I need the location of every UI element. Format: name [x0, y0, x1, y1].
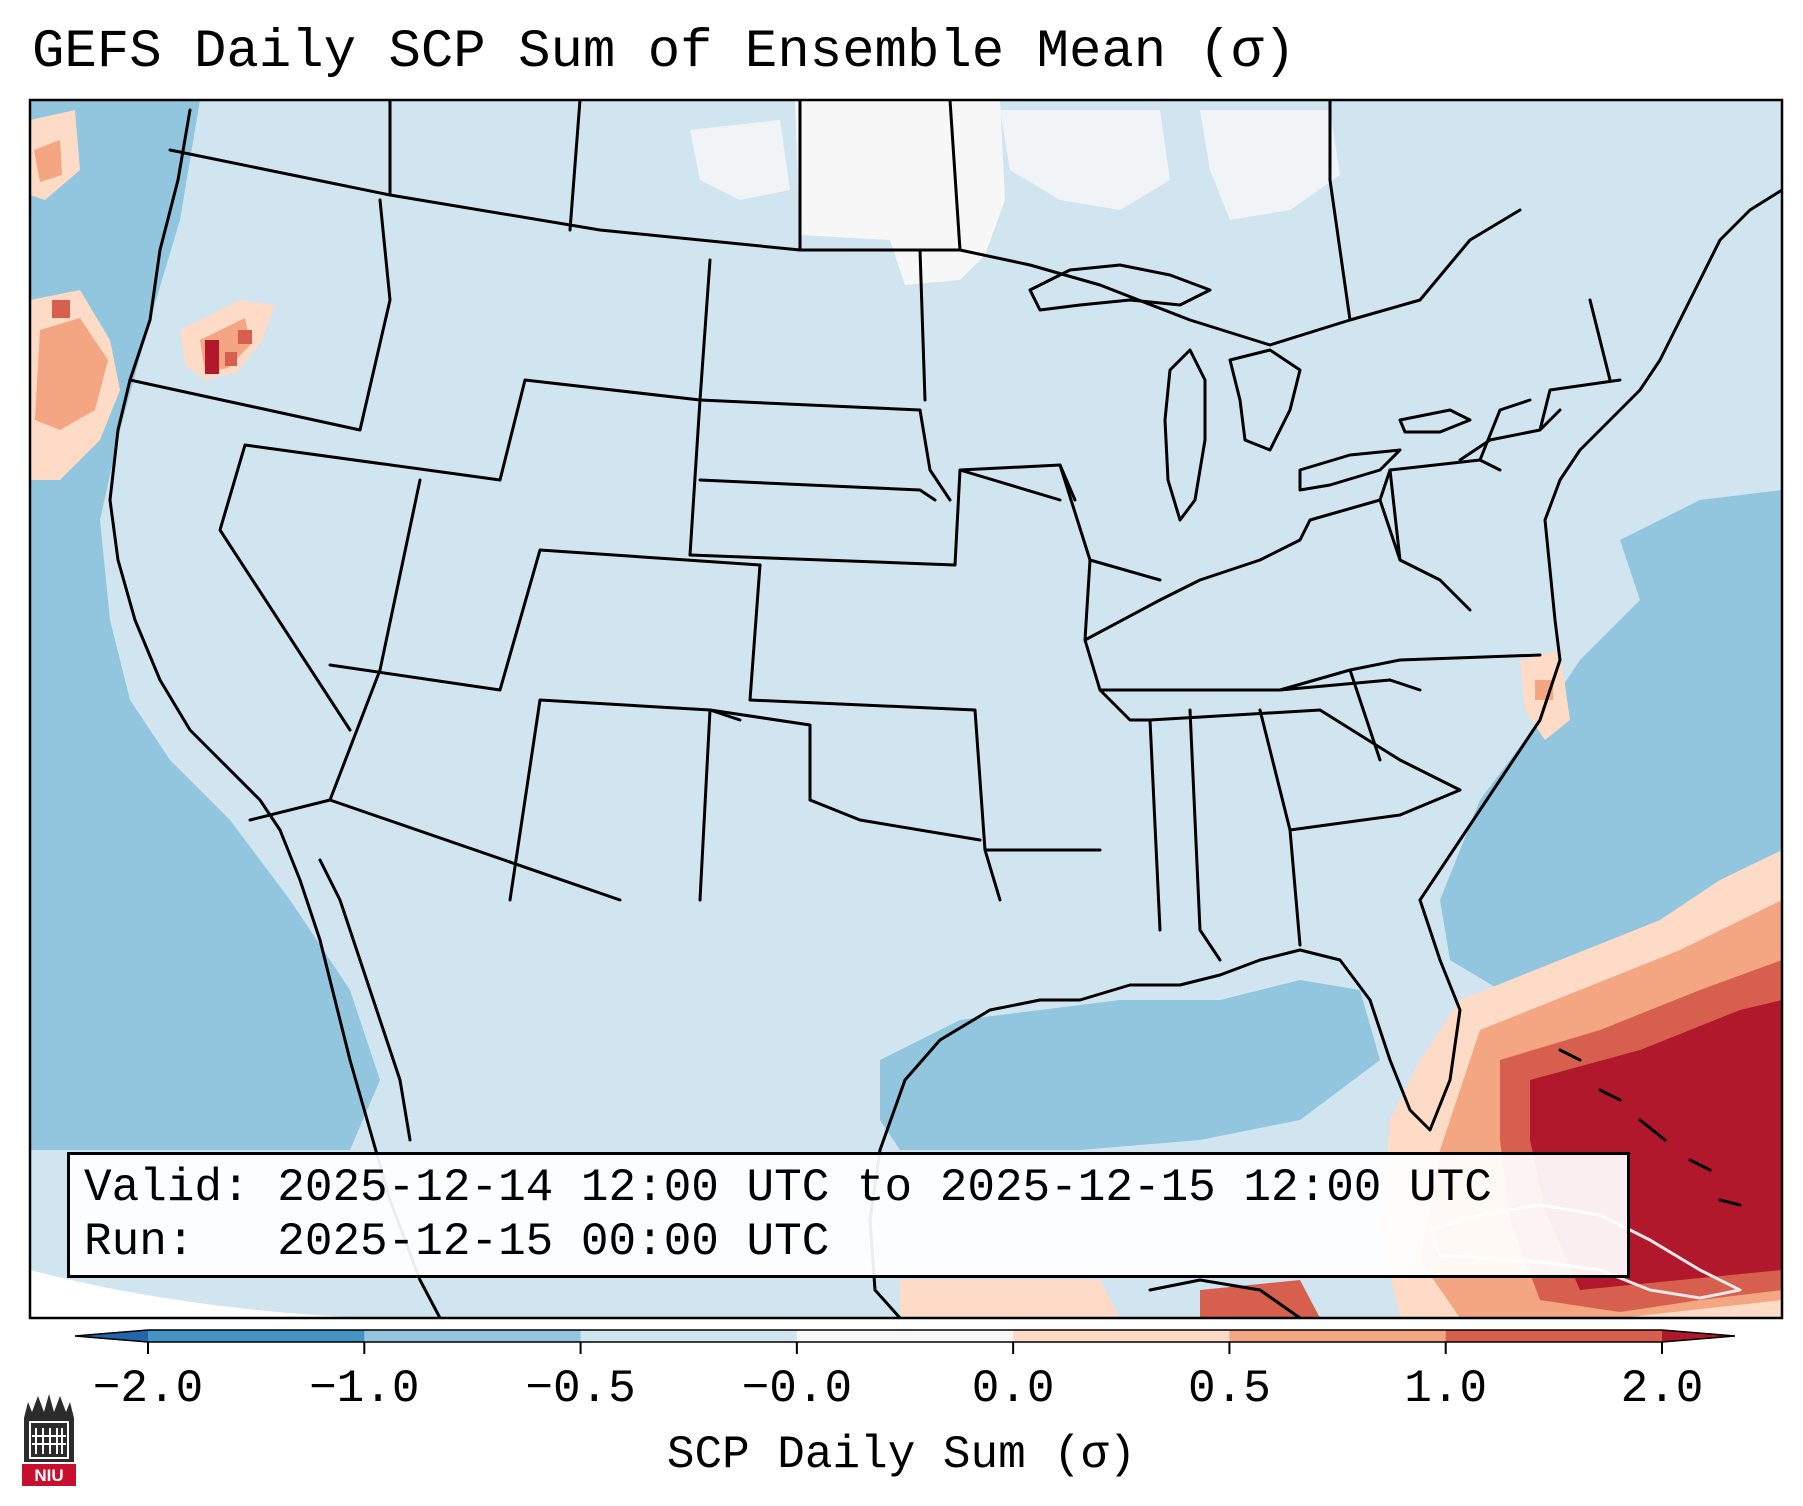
gulf-negative-anomaly	[880, 980, 1380, 1150]
atlantic-negative-anomaly	[1440, 540, 1782, 990]
lake-huron	[1228, 348, 1302, 452]
colorbar-tick-label: −2.0	[92, 1363, 204, 1415]
valid-time-line: Valid: 2025-12-14 12:00 UTC to 2025-12-1…	[84, 1162, 1492, 1214]
south-positive-strip	[900, 1280, 1120, 1318]
colorbar-tick-label: −1.0	[309, 1363, 420, 1415]
west-coast	[108, 108, 282, 832]
canada-neutral-speckle	[1200, 110, 1340, 220]
lake-erie	[1298, 448, 1402, 492]
colorbar-label: SCP Daily Sum (σ)	[666, 1429, 1137, 1481]
colorbar-bin	[1445, 1330, 1663, 1342]
niu-building-icon: NIU	[22, 1394, 76, 1486]
bahamas-islands	[1558, 1048, 1742, 1207]
pacific-positive-anomaly-core	[35, 318, 108, 430]
state-lines-central	[688, 248, 1102, 902]
valid-run-info-box: Valid: 2025-12-14 12:00 UTC to 2025-12-1…	[67, 1152, 1630, 1278]
map-title: GEFS Daily SCP Sum of Ensemble Mean (σ)	[32, 22, 1296, 83]
canada-west-neutral-speckle	[690, 120, 790, 200]
pacific-positive-cell	[52, 300, 70, 318]
lake-superior	[1028, 263, 1212, 312]
colorbar-tick-label: 0.5	[1188, 1363, 1271, 1415]
east-coast	[1418, 188, 1782, 902]
colorbar-tick-label: 0.0	[971, 1363, 1055, 1415]
colorbar-bin	[1013, 1330, 1230, 1342]
us-canada-border	[168, 148, 1522, 347]
niu-logo-text: NIU	[34, 1466, 63, 1485]
colorbar-tick-label: 2.0	[1620, 1363, 1704, 1415]
northwest-positive-core	[34, 140, 62, 182]
plot-frame	[28, 98, 1784, 1320]
colorbar-over-arrow	[1662, 1330, 1735, 1342]
colorbar-tick-label: −0.5	[525, 1363, 636, 1415]
south-positive-strip-core	[1200, 1280, 1320, 1318]
run-time-line: Run: 2025-12-15 00:00 UTC	[84, 1216, 830, 1268]
canada-lines	[388, 100, 1352, 322]
colorbar-bin	[364, 1330, 582, 1342]
colorbar-bin	[796, 1330, 1014, 1342]
oregon-strong-cell-3	[225, 352, 237, 366]
gulf-coast	[878, 898, 1462, 1152]
projection-edge-bottom	[30, 1270, 560, 1318]
colorbar-bin	[580, 1330, 798, 1342]
colorbar-bin	[148, 1330, 365, 1342]
colorbar	[74, 1329, 1736, 1354]
atlantic-offshore-negative	[1620, 490, 1782, 620]
state-lines-west	[128, 198, 762, 902]
state-lines-east	[1058, 298, 1622, 962]
colorbar-bin	[1229, 1330, 1447, 1342]
oregon-strong-cell	[205, 340, 219, 374]
lake-michigan	[1163, 348, 1207, 522]
colorbar-tick-label: −0.0	[741, 1363, 853, 1415]
north-neutral-speckle	[1000, 110, 1170, 210]
lake-ontario	[1398, 408, 1472, 434]
pacific-negative-anomaly	[30, 100, 380, 1150]
mexico-yucatan	[1148, 1278, 1302, 1318]
baja-peninsula	[318, 858, 412, 1142]
colorbar-tick-label: 1.0	[1404, 1363, 1488, 1415]
oregon-strong-cell-2	[238, 330, 252, 344]
colorbar-under-arrow	[75, 1330, 148, 1342]
